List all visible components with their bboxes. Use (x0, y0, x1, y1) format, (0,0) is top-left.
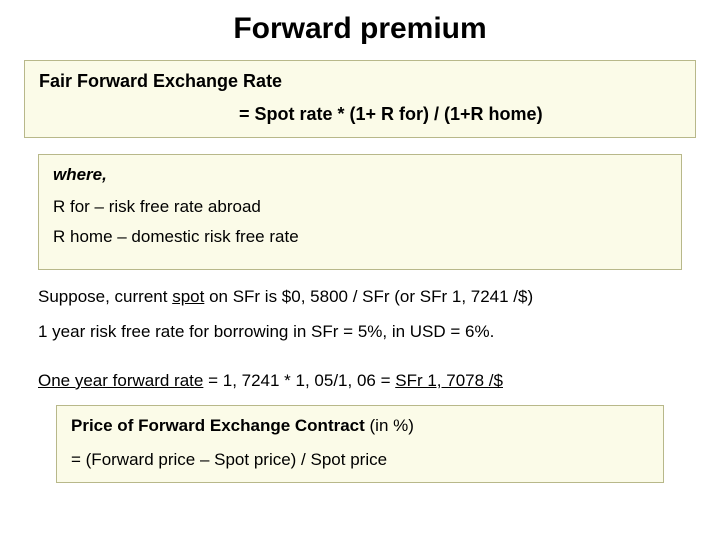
slide: Forward premium Fair Forward Exchange Ra… (0, 0, 720, 540)
body-line-1: Suppose, current spot on SFr is $0, 5800… (38, 286, 696, 309)
body-line-1a: Suppose, current (38, 287, 172, 306)
body-line-1b: on SFr is $0, 5800 / SFr (or SFr 1, 7241… (204, 287, 533, 306)
formula-box: Fair Forward Exchange Rate = Spot rate *… (24, 60, 696, 138)
price-heading: Price of Forward Exchange Contract (in %… (71, 416, 649, 436)
spacer (38, 356, 696, 370)
body-line-3: One year forward rate = 1, 7241 * 1, 05/… (38, 370, 696, 393)
body-line-2: 1 year risk free rate for borrowing in S… (38, 321, 696, 344)
body-text: Suppose, current spot on SFr is $0, 5800… (38, 286, 696, 393)
where-label: where, (53, 165, 667, 185)
where-line-2: R home – domestic risk free rate (53, 227, 667, 247)
body-spot-underline: spot (172, 287, 204, 306)
where-box: where, R for – risk free rate abroad R h… (38, 154, 682, 270)
formula-heading: Fair Forward Exchange Rate (39, 71, 681, 92)
price-box: Price of Forward Exchange Contract (in %… (56, 405, 664, 483)
price-heading-paren: (in %) (370, 416, 414, 435)
body-line-3c: SFr 1, 7078 /$ (395, 371, 503, 390)
slide-title: Forward premium (24, 12, 696, 46)
price-heading-bold: Price of Forward Exchange Contract (71, 416, 370, 435)
price-formula: = (Forward price – Spot price) / Spot pr… (71, 450, 649, 470)
formula-expression: = Spot rate * (1+ R for) / (1+R home) (39, 104, 681, 125)
where-line-1: R for – risk free rate abroad (53, 197, 667, 217)
body-line-3b: = 1, 7241 * 1, 05/1, 06 = (203, 371, 395, 390)
body-line-3a: One year forward rate (38, 371, 203, 390)
